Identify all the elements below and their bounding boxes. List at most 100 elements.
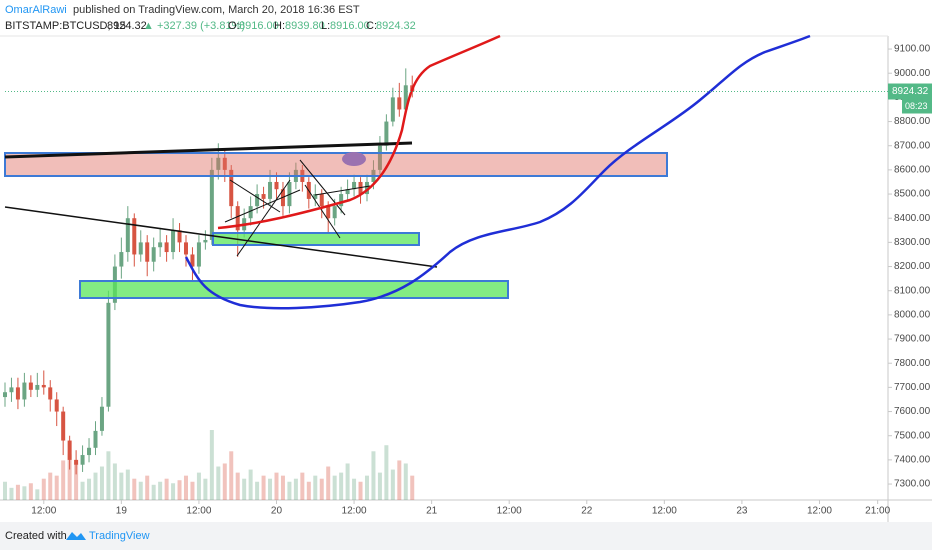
volume-bar: [332, 475, 337, 500]
volume-bar: [87, 478, 92, 500]
candle-body: [255, 194, 260, 207]
candle-body: [138, 242, 143, 255]
volume-bar: [35, 489, 40, 500]
candle-body: [93, 430, 98, 448]
y-tick-label: 8400.00: [894, 213, 931, 224]
volume-bar: [293, 478, 298, 500]
candle-body: [345, 189, 350, 195]
volume-bar: [183, 475, 188, 500]
volume-bar: [41, 478, 46, 500]
volume-bar: [242, 478, 247, 500]
h-label: H:: [274, 20, 285, 32]
c-label: C:: [366, 20, 377, 32]
candle-body: [268, 181, 273, 199]
o-label: O:: [228, 20, 240, 32]
candle-body: [106, 302, 111, 407]
y-tick-label: 9000.00: [894, 68, 931, 79]
volume-bar: [229, 451, 234, 500]
y-tick-label: 8100.00: [894, 285, 931, 296]
candle-body: [35, 384, 40, 390]
x-tick-label: 22: [581, 506, 593, 517]
volume-bar: [352, 478, 357, 500]
candle-body: [229, 169, 234, 207]
support-zone: [79, 280, 509, 299]
candle-body: [261, 194, 266, 199]
volume-bar: [397, 460, 402, 500]
brand[interactable]: TradingView: [89, 530, 150, 542]
candle-body: [125, 218, 130, 253]
volume-bar: [319, 478, 324, 500]
volume-bar: [145, 475, 150, 500]
volume-bar: [74, 463, 79, 500]
volume-bar: [171, 483, 176, 500]
x-tick-label: 12:00: [186, 506, 211, 517]
y-tick-label: 8500.00: [894, 189, 931, 200]
x-tick-label: 12:00: [807, 506, 832, 517]
symbol: BITSTAMP:BTCUSD, 15: [5, 20, 126, 32]
volume-bar: [209, 430, 214, 500]
y-tick-label: 7600.00: [894, 406, 931, 417]
x-tick-label: 12:00: [652, 506, 677, 517]
countdown-box: [902, 99, 932, 114]
candle-body: [61, 411, 66, 441]
published: published on TradingView.com, March 20, …: [73, 4, 360, 16]
volume-bar: [287, 481, 292, 500]
o-value: 8916.00: [239, 20, 279, 32]
y-tick-label: 7700.00: [894, 382, 931, 393]
y-tick-label: 8000.00: [894, 310, 931, 321]
last-price-label: 8924.32: [892, 86, 929, 97]
candle-body: [151, 247, 156, 262]
candle-body: [9, 387, 14, 393]
volume-bar: [274, 472, 279, 500]
y-tick-label: 7900.00: [894, 334, 931, 345]
candle-body: [119, 252, 124, 267]
candle-body: [67, 440, 72, 460]
change: ▲ +327.39 (+3.81%): [143, 20, 245, 32]
volume-bar: [196, 472, 201, 500]
volume-bar: [48, 472, 53, 500]
candle-body: [235, 206, 240, 231]
candle-body: [164, 242, 169, 253]
x-tick-label: 12:00: [497, 506, 522, 517]
volume-bar: [216, 466, 221, 500]
volume-bar: [203, 478, 208, 500]
volume-bar: [177, 480, 182, 500]
trend-line: [4, 141, 413, 159]
candle-body: [177, 230, 182, 243]
volume-bar: [222, 463, 227, 500]
price: 8924.32: [107, 20, 147, 32]
pattern-line: [304, 184, 341, 239]
candle-body: [403, 85, 408, 110]
y-tick-label: 8800.00: [894, 116, 931, 127]
volume-bar: [22, 486, 27, 500]
volume-bar: [261, 475, 266, 500]
moving-average: [184, 34, 811, 310]
candle-body: [22, 382, 27, 400]
pattern-line: [299, 159, 346, 216]
y-tick-label: 8300.00: [894, 237, 931, 248]
logo: [66, 532, 86, 540]
candle-body: [158, 242, 163, 248]
candle-body: [274, 181, 279, 190]
volume-bar: [190, 481, 195, 500]
footer-text: Created with: [5, 530, 67, 542]
candle-body: [203, 239, 208, 243]
volume-bar: [339, 472, 344, 500]
volume-bar: [345, 463, 350, 500]
candle-body: [28, 382, 33, 390]
volume-bar: [67, 454, 72, 500]
y-tick-label: 7800.00: [894, 358, 931, 369]
volume-bar: [125, 469, 130, 500]
volume-bar: [80, 481, 85, 500]
author[interactable]: OmarAlRawi: [5, 4, 67, 16]
volume-bar: [390, 469, 395, 500]
candle-body: [41, 384, 46, 388]
volume-bar: [280, 475, 285, 500]
volume-bar: [255, 481, 260, 500]
y-tick-label: 7400.00: [894, 455, 931, 466]
candle-body: [183, 242, 188, 255]
l-label: L:: [321, 20, 330, 32]
volume-bar: [164, 478, 169, 500]
volume-bar: [364, 475, 369, 500]
